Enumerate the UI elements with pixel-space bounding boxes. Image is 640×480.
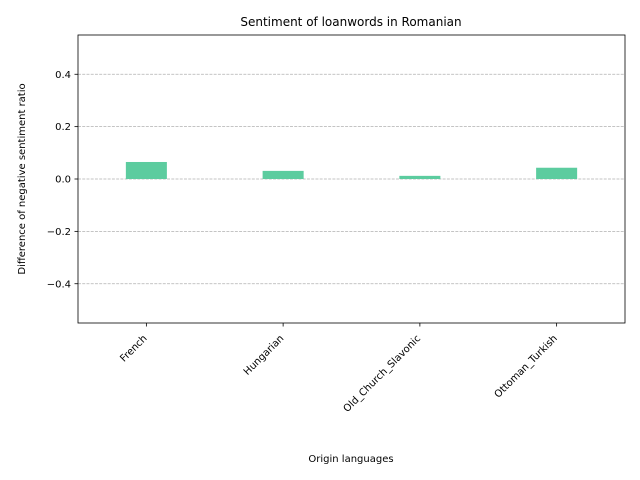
bar-hungarian xyxy=(262,170,304,179)
bar-french xyxy=(125,161,167,179)
chart-title: Sentiment of loanwords in Romanian xyxy=(240,15,461,29)
grid-lines xyxy=(78,73,625,285)
x-axis-ticks: French Hungarian Old_Church_Slavonic Ottoma… xyxy=(118,323,560,415)
bars xyxy=(125,161,578,179)
y-axis-ticks: −0.4 −0.2 0.0 0.2 0.4 xyxy=(47,70,78,290)
y-tick-label: −0.2 xyxy=(47,227,71,238)
x-tick-label: Ottoman_Turkish xyxy=(493,333,560,400)
x-tick-label: Hungarian xyxy=(242,333,287,378)
y-tick-label: −0.4 xyxy=(47,279,71,290)
y-tick-label: 0.4 xyxy=(55,70,71,81)
bar-old-church-slavonic xyxy=(399,175,441,179)
x-axis-label: Origin languages xyxy=(308,454,393,465)
x-tick-label: French xyxy=(118,333,149,364)
y-tick-label: 0.0 xyxy=(55,175,71,186)
y-axis-label: Difference of negative sentiment ratio xyxy=(17,83,28,274)
x-tick-label: Old_Church_Slavonic xyxy=(342,333,424,415)
bar-ottoman-turkish xyxy=(536,167,578,179)
y-tick-label: 0.2 xyxy=(55,122,71,133)
